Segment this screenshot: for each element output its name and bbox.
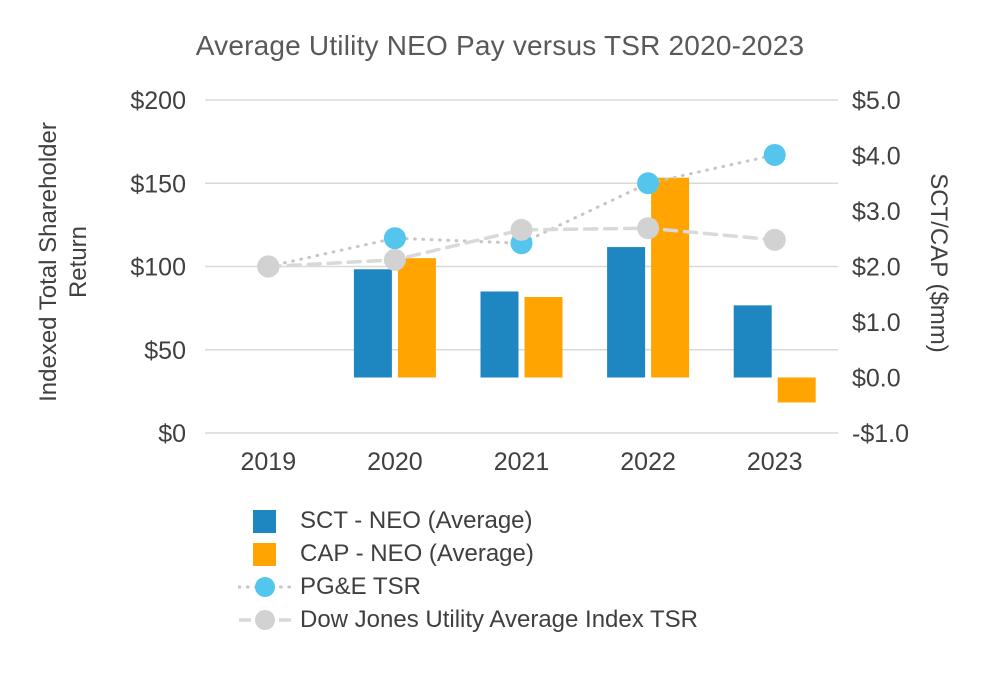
legend-label-pge-tsr: PG&E TSR — [300, 572, 421, 600]
legend-item-sct: SCT - NEO (Average) — [238, 504, 698, 537]
x-axis-label-2020: 2020 — [367, 448, 423, 476]
legend-label-sct: SCT - NEO (Average) — [300, 506, 533, 534]
left-axis-title: Indexed Total Shareholder Return — [35, 122, 92, 402]
x-axis-labels: 2019 2020 2021 2022 2023 — [240, 448, 802, 476]
bar-cap-2022 — [651, 177, 690, 378]
dj-tsr-line-swatch-icon — [238, 608, 292, 632]
marker-pge-2022 — [637, 172, 660, 195]
legend-item-pge-tsr: PG&E TSR — [238, 570, 698, 603]
bar-sct-2022 — [607, 247, 646, 378]
legend-label-pge: CAP - NEO (Average) — [300, 539, 534, 567]
x-axis-label-2021: 2021 — [494, 448, 550, 476]
x-axis-label-2022: 2022 — [620, 448, 676, 476]
dj-tsr-line — [266, 226, 777, 269]
right-tick-label: $1.0 — [852, 309, 901, 337]
chart-title: Average Utility NEO Pay versus TSR 2020-… — [195, 30, 805, 61]
right-axis-title: SCT/CAP ($mm) — [925, 173, 952, 353]
sct-bar-swatch-icon — [238, 509, 292, 533]
left-axis-tick-labels: $200 $150 $100 $50 $0 — [130, 87, 186, 448]
marker-dj-2019 — [257, 255, 280, 278]
bar-cap-2021 — [524, 297, 563, 378]
left-tick-label: $50 — [144, 337, 186, 365]
bar-cap-2020 — [397, 258, 436, 378]
cap-bar-swatch-icon — [238, 542, 292, 566]
left-tick-label: $200 — [130, 87, 186, 115]
bar-cap-2023 — [777, 377, 816, 403]
legend-label-dj-tsr: Dow Jones Utility Average Index TSR — [300, 605, 698, 633]
pge-tsr-line-swatch-icon — [238, 575, 292, 599]
bar-series — [353, 177, 816, 403]
gridlines — [205, 99, 838, 434]
left-tick-label: $100 — [130, 254, 186, 282]
marker-dj-2022 — [637, 217, 660, 240]
marker-dj-2020 — [383, 248, 406, 271]
x-axis-label-2023: 2023 — [747, 448, 803, 476]
bar-sct-2023 — [733, 305, 772, 378]
line-series-dj — [257, 217, 786, 278]
legend-item-cap: CAP - NEO (Average) — [238, 537, 698, 570]
right-tick-label: $3.0 — [852, 198, 901, 226]
x-axis-label-2019: 2019 — [240, 448, 296, 476]
left-tick-label: $0 — [158, 420, 186, 448]
legend-item-dj-tsr: Dow Jones Utility Average Index TSR — [238, 603, 698, 636]
bar-sct-2020 — [353, 269, 392, 378]
right-tick-label: $4.0 — [852, 143, 901, 171]
marker-pge-2020 — [383, 227, 406, 250]
bar-sct-2021 — [480, 291, 519, 378]
right-tick-label: $0.0 — [852, 365, 901, 393]
right-tick-label: $2.0 — [852, 254, 901, 282]
marker-pge-2023 — [763, 143, 786, 166]
marker-dj-2023 — [763, 228, 786, 251]
right-tick-label: -$1.0 — [852, 420, 909, 448]
marker-dj-2021 — [510, 218, 533, 241]
right-axis-tick-labels: $5.0 $4.0 $3.0 $2.0 $1.0 $0.0 -$1.0 — [852, 87, 909, 448]
left-tick-label: $150 — [130, 170, 186, 198]
legend: SCT - NEO (Average) CAP - NEO (Average) … — [238, 504, 698, 636]
right-tick-label: $5.0 — [852, 87, 901, 115]
line-series-pge — [257, 143, 786, 278]
